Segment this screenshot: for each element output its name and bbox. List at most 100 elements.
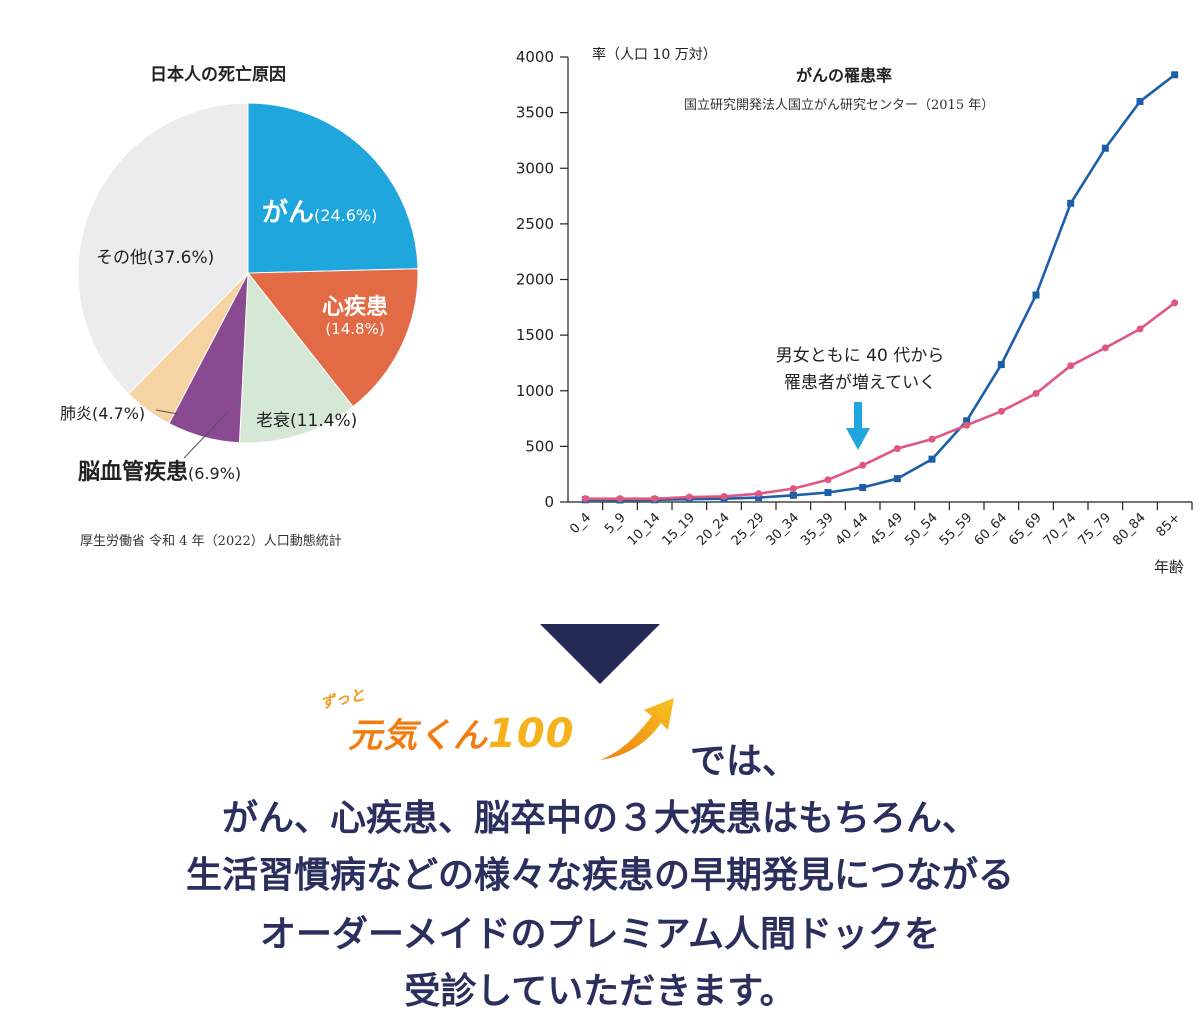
y-tick-label: 2500 — [516, 215, 554, 233]
series-0-point — [1032, 291, 1040, 299]
x-axis-label: 年齢 — [1154, 558, 1185, 576]
y-tick-label: 3000 — [516, 159, 554, 177]
series-1-point — [720, 492, 728, 500]
slice-label-cerebro-name: 脳血管疾患 — [78, 460, 189, 485]
annotation-arrow-icon — [846, 428, 870, 450]
series-0-point — [859, 484, 867, 492]
pie-source: 厚生労働省 令和 4 年（2022）人口動態統計 — [80, 534, 342, 549]
y-tick-label: 1500 — [516, 326, 554, 344]
series-1-point — [755, 490, 763, 498]
slice-label-senility-name: 老衰 — [256, 411, 290, 431]
slice-label-heart-value: (14.8%) — [325, 320, 385, 339]
x-tick-label: 25_29 — [729, 510, 768, 549]
series-0-point — [928, 455, 936, 463]
pie-slice-0 — [247, 102, 419, 274]
x-tick-label: 85+ — [1153, 510, 1183, 540]
y-axis-label: 率（人口 10 万対） — [592, 47, 717, 63]
slice-label-senility-value: (11.4%) — [290, 411, 358, 431]
line-svg: 0 500 1000 1500 2000 2500 3000 3500 4000 0_4 5_910… — [516, 48, 1193, 549]
slice-label-pneumonia-value: (4.7%) — [92, 404, 146, 423]
x-tick-label: 35_39 — [798, 510, 837, 549]
annotation-line-2: 罹患者が増えていく — [783, 373, 937, 394]
x-tick-label: 75_79 — [1076, 510, 1115, 549]
pie-slice-1 — [246, 268, 419, 408]
series-1-point — [997, 407, 1005, 415]
series-1-point — [928, 435, 936, 443]
slice-label-gan-name: がん — [262, 198, 315, 228]
series-0-point — [893, 475, 901, 483]
annotation-arrow-shaft — [854, 402, 862, 428]
series-0-point — [1101, 144, 1109, 152]
series-0-point — [963, 417, 971, 425]
x-tick-label: 5_9 — [602, 510, 629, 537]
x-tick-label: 15_19 — [660, 510, 699, 549]
slice-label-senility: 老衰(11.4%) — [256, 406, 357, 431]
y-tick-label: 2000 — [516, 271, 554, 289]
slice-label-other-name: その他 — [96, 248, 147, 268]
pie-slice-5 — [77, 102, 249, 395]
slice-label-other: その他(37.6%) — [96, 243, 214, 268]
pie-title: 日本人の死亡原因 — [150, 65, 286, 85]
x-tick-label: 80_84 — [1110, 510, 1149, 549]
slice-label-cerebro-value: (6.9%) — [188, 464, 242, 483]
slice-label-gan: がん(24.6%) — [262, 192, 377, 229]
series-0-point — [824, 489, 832, 497]
x-tick-label: 30_34 — [764, 510, 803, 549]
logo-arrow-icon — [600, 698, 674, 760]
series-1-point — [789, 485, 797, 493]
tagline-suffix: では、 — [690, 740, 799, 782]
y-tick-label: 0 — [544, 493, 554, 511]
logo-name: 元気くん — [348, 716, 488, 756]
series-1-point — [859, 461, 867, 469]
slice-label-cerebro: 脳血管疾患(6.9%) — [78, 454, 241, 486]
series-1-point — [685, 493, 693, 501]
x-tick-label: 70_74 — [1041, 510, 1080, 549]
series-1-point — [963, 421, 971, 429]
series-0-point — [1136, 98, 1144, 105]
line-subtitle: 国立研究開発法人国立がん研究センター（2015 年） — [684, 98, 995, 113]
chart-annotation: 男女ともに 40 代から 罹患者が増えていく — [740, 343, 980, 397]
logo-main-text: 元気くん100 — [348, 708, 575, 757]
pie-slice-2 — [238, 271, 354, 444]
y-tick-label: 4000 — [516, 48, 554, 66]
annotation-line-1: 男女ともに 40 代から — [775, 346, 945, 366]
x-tick-label: 40_44 — [833, 510, 872, 549]
pneumonia-leader-line — [155, 409, 179, 415]
series-line-1 — [585, 301, 1176, 501]
tagline-line-1: がん、心疾患、脳卒中の３大疾患はもちろん、 — [221, 797, 978, 839]
x-tick-label: 65_69 — [1006, 510, 1045, 549]
x-tick-label: 10_14 — [625, 510, 664, 549]
down-triangle-icon — [540, 624, 660, 684]
slice-label-other-value: (37.6%) — [147, 248, 215, 268]
series-0-point — [997, 361, 1005, 369]
pie-svg — [77, 102, 419, 459]
x-tick-label: 60_64 — [972, 510, 1011, 549]
logo: ずっと 元気くん100 — [318, 686, 678, 778]
line-title: がんの罹患率 — [796, 66, 893, 85]
cerebro-leader-line — [183, 411, 229, 459]
logo-number: 100 — [488, 711, 575, 757]
series-1-point — [1067, 362, 1075, 370]
series-0-point — [1171, 71, 1179, 79]
x-tick-label: 20_24 — [694, 510, 733, 549]
slice-label-heart-name: 心疾患 — [321, 295, 388, 320]
series-1-point — [651, 495, 659, 503]
tagline-line-4: 受診していただきます。 — [404, 970, 796, 1012]
tagline-line-3: オーダーメイドのプレミアム人間ドックを — [259, 913, 941, 955]
series-0-point — [1067, 199, 1075, 207]
x-tick-label: 0_4 — [567, 510, 594, 537]
y-tick-label: 500 — [525, 437, 554, 455]
series-1-point — [581, 495, 589, 503]
series-line-0 — [585, 73, 1176, 502]
series-0-point — [755, 494, 763, 502]
y-tick-label: 1000 — [516, 382, 554, 400]
x-tick-label: 50_54 — [902, 510, 941, 549]
slice-label-gan-value: (24.6%) — [314, 206, 378, 225]
series-1-point — [893, 445, 901, 453]
series-0-point — [789, 491, 797, 499]
series-1-point — [1101, 344, 1109, 352]
slice-label-pneumonia: 肺炎(4.7%) — [60, 400, 145, 424]
slice-label-pneumonia-name: 肺炎 — [60, 404, 93, 423]
series-1-point — [616, 495, 624, 503]
x-tick-label: 45_49 — [868, 510, 907, 549]
